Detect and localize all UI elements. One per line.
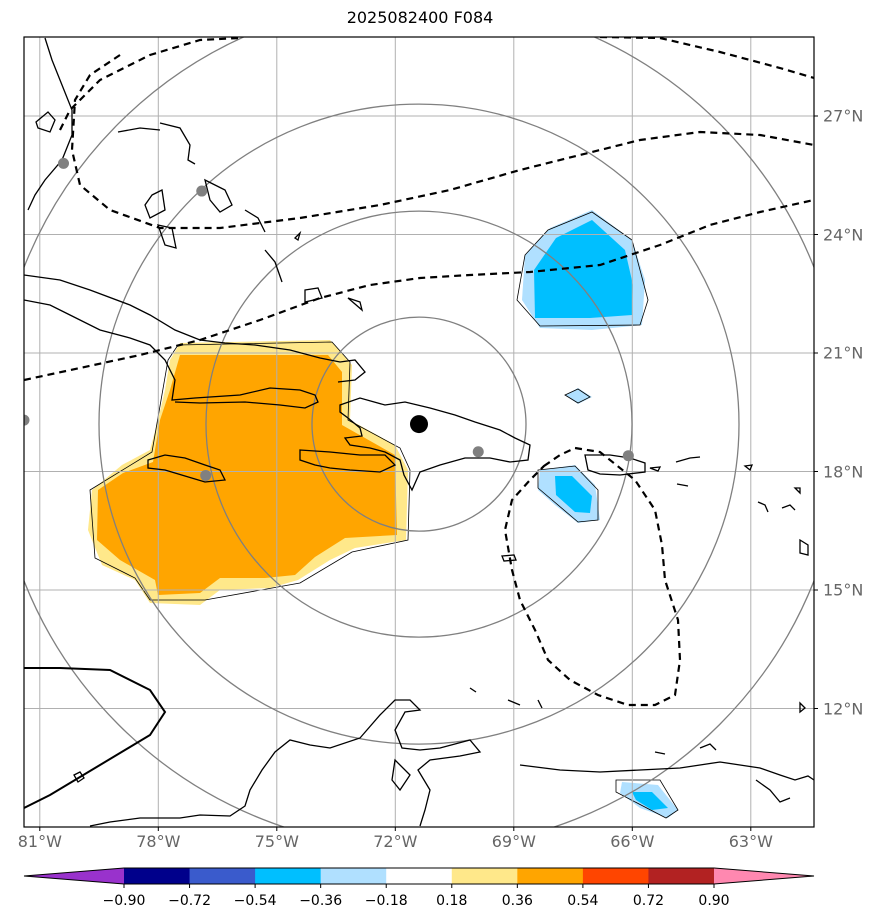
colorbar-label: 0.36: [501, 893, 533, 909]
map-title: 2025082400 F084: [346, 8, 494, 27]
lon-label: 81°W: [17, 832, 62, 851]
lon-label: 75°W: [254, 832, 299, 851]
city-marker: [472, 446, 484, 458]
colorbar-label: −0.36: [299, 893, 343, 909]
anomaly-contours: [89, 211, 679, 819]
lat-label: 12°N: [823, 699, 864, 718]
lon-label: 78°W: [136, 832, 181, 851]
lon-label: 69°W: [491, 832, 536, 851]
dashed-contours: [24, 37, 814, 707]
colorbar-label: −0.54: [233, 893, 277, 909]
lat-label: 18°N: [823, 462, 864, 481]
map-frame: [23, 36, 815, 828]
colorbar-cell: [255, 868, 322, 884]
colorbar-extend-high: [714, 868, 814, 884]
lat-lon-grid: [24, 37, 814, 827]
colorbar-cell: [648, 868, 715, 884]
storm-center-marker: [410, 415, 428, 434]
lon-label: 72°W: [373, 832, 418, 851]
colorbar-label: 0.90: [698, 893, 730, 909]
colorbar-extend-low: [24, 868, 124, 884]
positive-anomaly-region: [88, 340, 408, 605]
colorbar-cell: [189, 868, 256, 884]
lat-label: 27°N: [823, 106, 864, 126]
negative-anomaly-regions: [522, 210, 678, 818]
range-ring: [311, 316, 527, 532]
colorbar-cell: [320, 868, 387, 884]
lat-label: 24°N: [823, 225, 864, 244]
colorbar-label: 0.18: [436, 893, 468, 909]
colorbar-label: −0.90: [102, 893, 146, 909]
range-ring: [205, 210, 633, 638]
colorbar-label: −0.72: [168, 893, 211, 909]
colorbar-label: 0.72: [632, 893, 665, 909]
lat-label: 21°N: [823, 343, 864, 363]
lat-label: 15°N: [823, 580, 864, 600]
coastlines: [24, 37, 814, 827]
range-rings: [24, 37, 814, 827]
range-ring: [98, 103, 740, 745]
colorbar-cell: [451, 868, 518, 884]
colorbar-label: −0.18: [364, 893, 408, 909]
city-marker: [622, 450, 634, 462]
city-marker: [196, 185, 208, 197]
city-marker: [58, 157, 69, 169]
colorbar-label: 0.54: [567, 893, 599, 909]
lon-label: 63°W: [728, 832, 773, 851]
lon-label: 66°W: [610, 832, 655, 851]
axis-ticks: [39, 115, 818, 831]
colorbar-cell: [582, 868, 649, 884]
colorbar-cell: [386, 868, 453, 884]
city-marker: [24, 414, 30, 426]
colorbar-cell: [124, 868, 191, 884]
city-marker: [200, 469, 212, 481]
colorbar-cell: [517, 868, 584, 884]
city-markers: [24, 157, 634, 481]
